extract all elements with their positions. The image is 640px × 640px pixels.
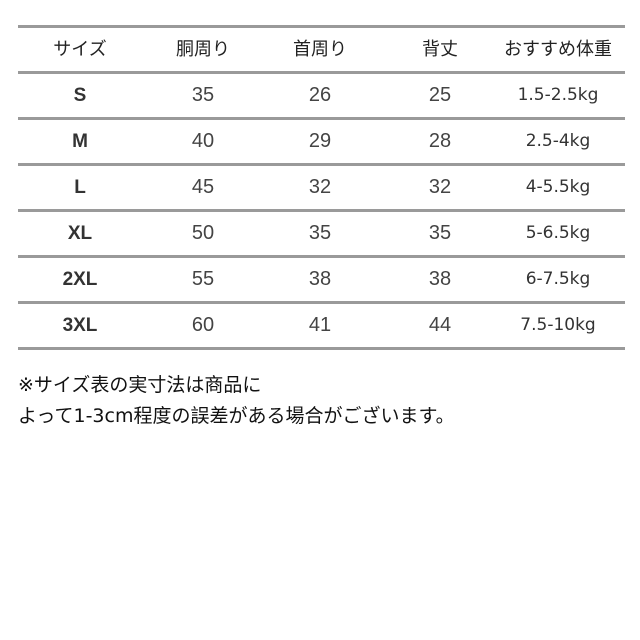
cell-length: 44 (428, 314, 452, 336)
cell-size: S (73, 85, 87, 106)
cell-neck: 29 (308, 130, 332, 152)
cell-weight: 1.5-2.5kg (517, 85, 599, 105)
cell-weight: 4-5.5kg (525, 177, 591, 197)
header-chest: 胴周り (176, 39, 230, 60)
cell-chest: 35 (191, 84, 215, 106)
cell-neck: 41 (308, 314, 332, 336)
cell-chest: 60 (191, 314, 215, 336)
cell-size: 3XL (62, 315, 98, 336)
header-neck: 首周り (293, 39, 347, 60)
table-row: 3XL 60 41 44 7.5-10kg (18, 301, 625, 350)
cell-chest: 45 (191, 176, 215, 198)
cell-weight: 5-6.5kg (525, 223, 591, 243)
note-line-2: よって1-3cm程度の誤差がある場合がございます。 (18, 405, 455, 427)
note-line-1: ※サイズ表の実寸法は商品に (18, 374, 262, 396)
cell-chest: 50 (191, 222, 215, 244)
cell-length: 28 (428, 130, 452, 152)
table-row: XL 50 35 35 5-6.5kg (18, 209, 625, 255)
cell-weight: 2.5-4kg (525, 131, 591, 151)
cell-neck: 38 (308, 268, 332, 290)
cell-size: L (74, 177, 86, 198)
size-chart-table: サイズ 胴周り 首周り 背丈 おすすめ体重 S 35 26 25 1.5-2.5kg M 4… (18, 25, 625, 350)
table-row: S 35 26 25 1.5-2.5kg (18, 71, 625, 117)
cell-weight: 6-7.5kg (525, 269, 591, 289)
table-row: L 45 32 32 4-5.5kg (18, 163, 625, 209)
cell-length: 35 (428, 222, 452, 244)
cell-chest: 55 (191, 268, 215, 290)
cell-size: M (72, 131, 88, 152)
cell-length: 25 (428, 84, 452, 106)
cell-size: 2XL (62, 269, 98, 290)
header-length: 背丈 (422, 39, 458, 60)
cell-neck: 32 (308, 176, 332, 198)
header-weight: おすすめ体重 (504, 39, 612, 60)
table-row: 2XL 55 38 38 6-7.5kg (18, 255, 625, 301)
table-row: M 40 29 28 2.5-4kg (18, 117, 625, 163)
cell-chest: 40 (191, 130, 215, 152)
table-header: サイズ 胴周り 首周り 背丈 おすすめ体重 (18, 25, 625, 71)
cell-neck: 26 (308, 84, 332, 106)
cell-neck: 35 (308, 222, 332, 244)
size-note: ※サイズ表の実寸法は商品に よって1-3cm程度の誤差がある場合がございます。 (18, 370, 455, 432)
cell-size: XL (67, 223, 93, 244)
cell-length: 32 (428, 176, 452, 198)
header-size: サイズ (53, 39, 107, 60)
cell-length: 38 (428, 268, 452, 290)
cell-weight: 7.5-10kg (520, 315, 596, 335)
